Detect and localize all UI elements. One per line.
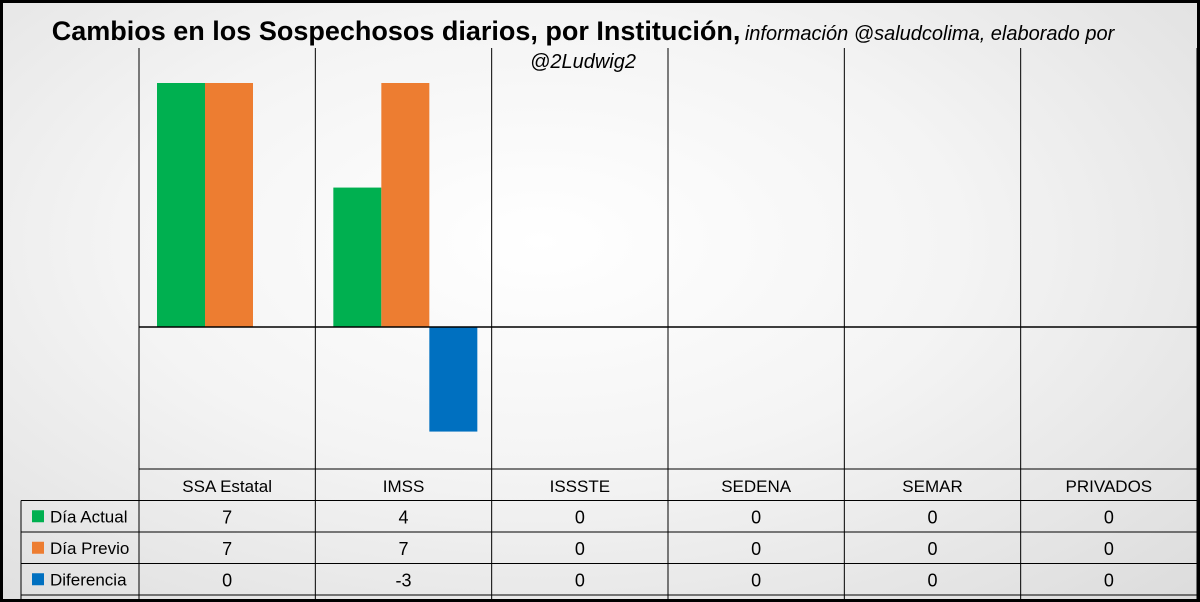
data-label: 0 (222, 570, 232, 590)
data-label: 0 (751, 507, 761, 527)
category-label: ISSSTE (550, 477, 610, 496)
legend-label: Diferencia (50, 570, 127, 589)
bar (429, 327, 478, 432)
data-label: 4 (398, 507, 408, 527)
data-label: 0 (927, 570, 937, 590)
chart-subtitle: información @saludcolima, elaborado por … (530, 23, 1115, 74)
bar (381, 83, 430, 327)
legend-label: Día Previo (50, 539, 129, 558)
chart-plot: SSA Estatal IMSS ISSSTE SEDENA SEMAR PRIVADOS… (20, 48, 1197, 599)
chart-title: Cambios en los Sospechosos diarios, por … (51, 16, 741, 46)
data-label: 0 (1104, 539, 1114, 559)
data-label: 7 (398, 539, 408, 559)
data-label: 0 (751, 539, 761, 559)
data-label: 0 (575, 539, 585, 559)
legend-swatch (32, 573, 44, 586)
data-label: 0 (751, 570, 761, 590)
bar (157, 83, 205, 327)
category-label: PRIVADOS (1066, 477, 1153, 496)
legend-label: Día Actual (50, 507, 128, 526)
data-label: 0 (1104, 507, 1114, 527)
data-label: 0 (927, 507, 937, 527)
category-label: SSA Estatal (182, 477, 272, 496)
data-label: -3 (395, 570, 411, 590)
category-label: IMSS (383, 477, 425, 496)
chart-title-block: Cambios en los Sospechosos diarios, por … (3, 13, 1163, 76)
legend-swatch (32, 541, 44, 554)
category-label: SEDENA (721, 477, 792, 496)
data-label: 7 (222, 539, 232, 559)
legend-swatch (32, 510, 44, 523)
data-label: 0 (575, 507, 585, 527)
data-label: 0 (927, 539, 937, 559)
data-label: 0 (575, 570, 585, 590)
bar (205, 83, 253, 327)
category-label: SEMAR (902, 477, 962, 496)
data-label: 7 (222, 507, 232, 527)
bar (333, 187, 382, 327)
data-label: 0 (1104, 570, 1114, 590)
